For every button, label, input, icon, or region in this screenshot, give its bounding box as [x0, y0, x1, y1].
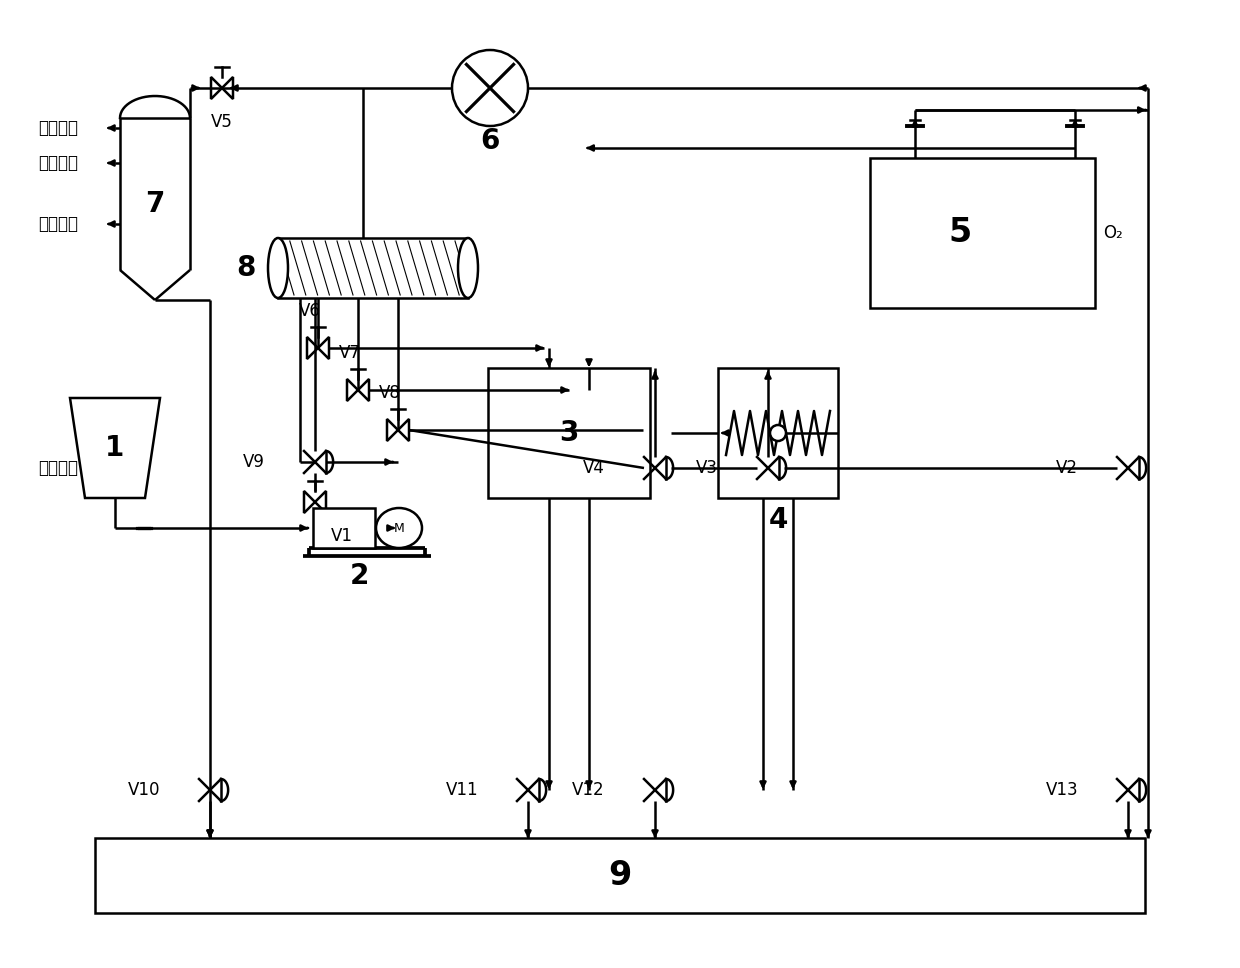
- Text: 4: 4: [769, 506, 787, 534]
- Text: V6: V6: [299, 302, 321, 320]
- Text: V12: V12: [573, 781, 605, 799]
- Circle shape: [453, 50, 528, 126]
- Ellipse shape: [376, 508, 422, 548]
- Text: O₂: O₂: [1104, 224, 1122, 242]
- Text: 3: 3: [559, 419, 579, 447]
- Bar: [489, 368, 650, 498]
- Text: 液相产物: 液相产物: [38, 154, 78, 172]
- Text: V1: V1: [331, 527, 353, 545]
- Text: 6: 6: [480, 127, 500, 155]
- Circle shape: [770, 425, 786, 441]
- Text: 2: 2: [350, 562, 368, 590]
- Text: 7: 7: [145, 190, 165, 218]
- Bar: [870, 158, 1095, 308]
- Text: V2: V2: [1056, 459, 1078, 477]
- Text: 5: 5: [949, 217, 972, 250]
- Text: M: M: [393, 522, 404, 534]
- Text: V5: V5: [211, 113, 233, 131]
- Text: V3: V3: [696, 459, 718, 477]
- Text: V10: V10: [128, 781, 160, 799]
- Text: 固相产物: 固相产物: [38, 215, 78, 233]
- Bar: [278, 238, 467, 298]
- Text: V11: V11: [445, 781, 477, 799]
- Text: V13: V13: [1045, 781, 1078, 799]
- Text: V9: V9: [243, 453, 265, 471]
- Text: 8: 8: [237, 254, 255, 282]
- Text: V8: V8: [379, 384, 401, 402]
- Text: V7: V7: [339, 344, 361, 362]
- Text: 9: 9: [609, 859, 631, 892]
- Text: 1: 1: [105, 434, 125, 462]
- Bar: [312, 508, 374, 548]
- Ellipse shape: [458, 238, 477, 298]
- Bar: [95, 838, 1145, 913]
- Bar: [718, 368, 838, 498]
- Text: V4: V4: [583, 459, 605, 477]
- Text: 气相产物: 气相产物: [38, 119, 78, 137]
- Ellipse shape: [268, 238, 288, 298]
- Text: 污泥入口: 污泥入口: [38, 459, 78, 477]
